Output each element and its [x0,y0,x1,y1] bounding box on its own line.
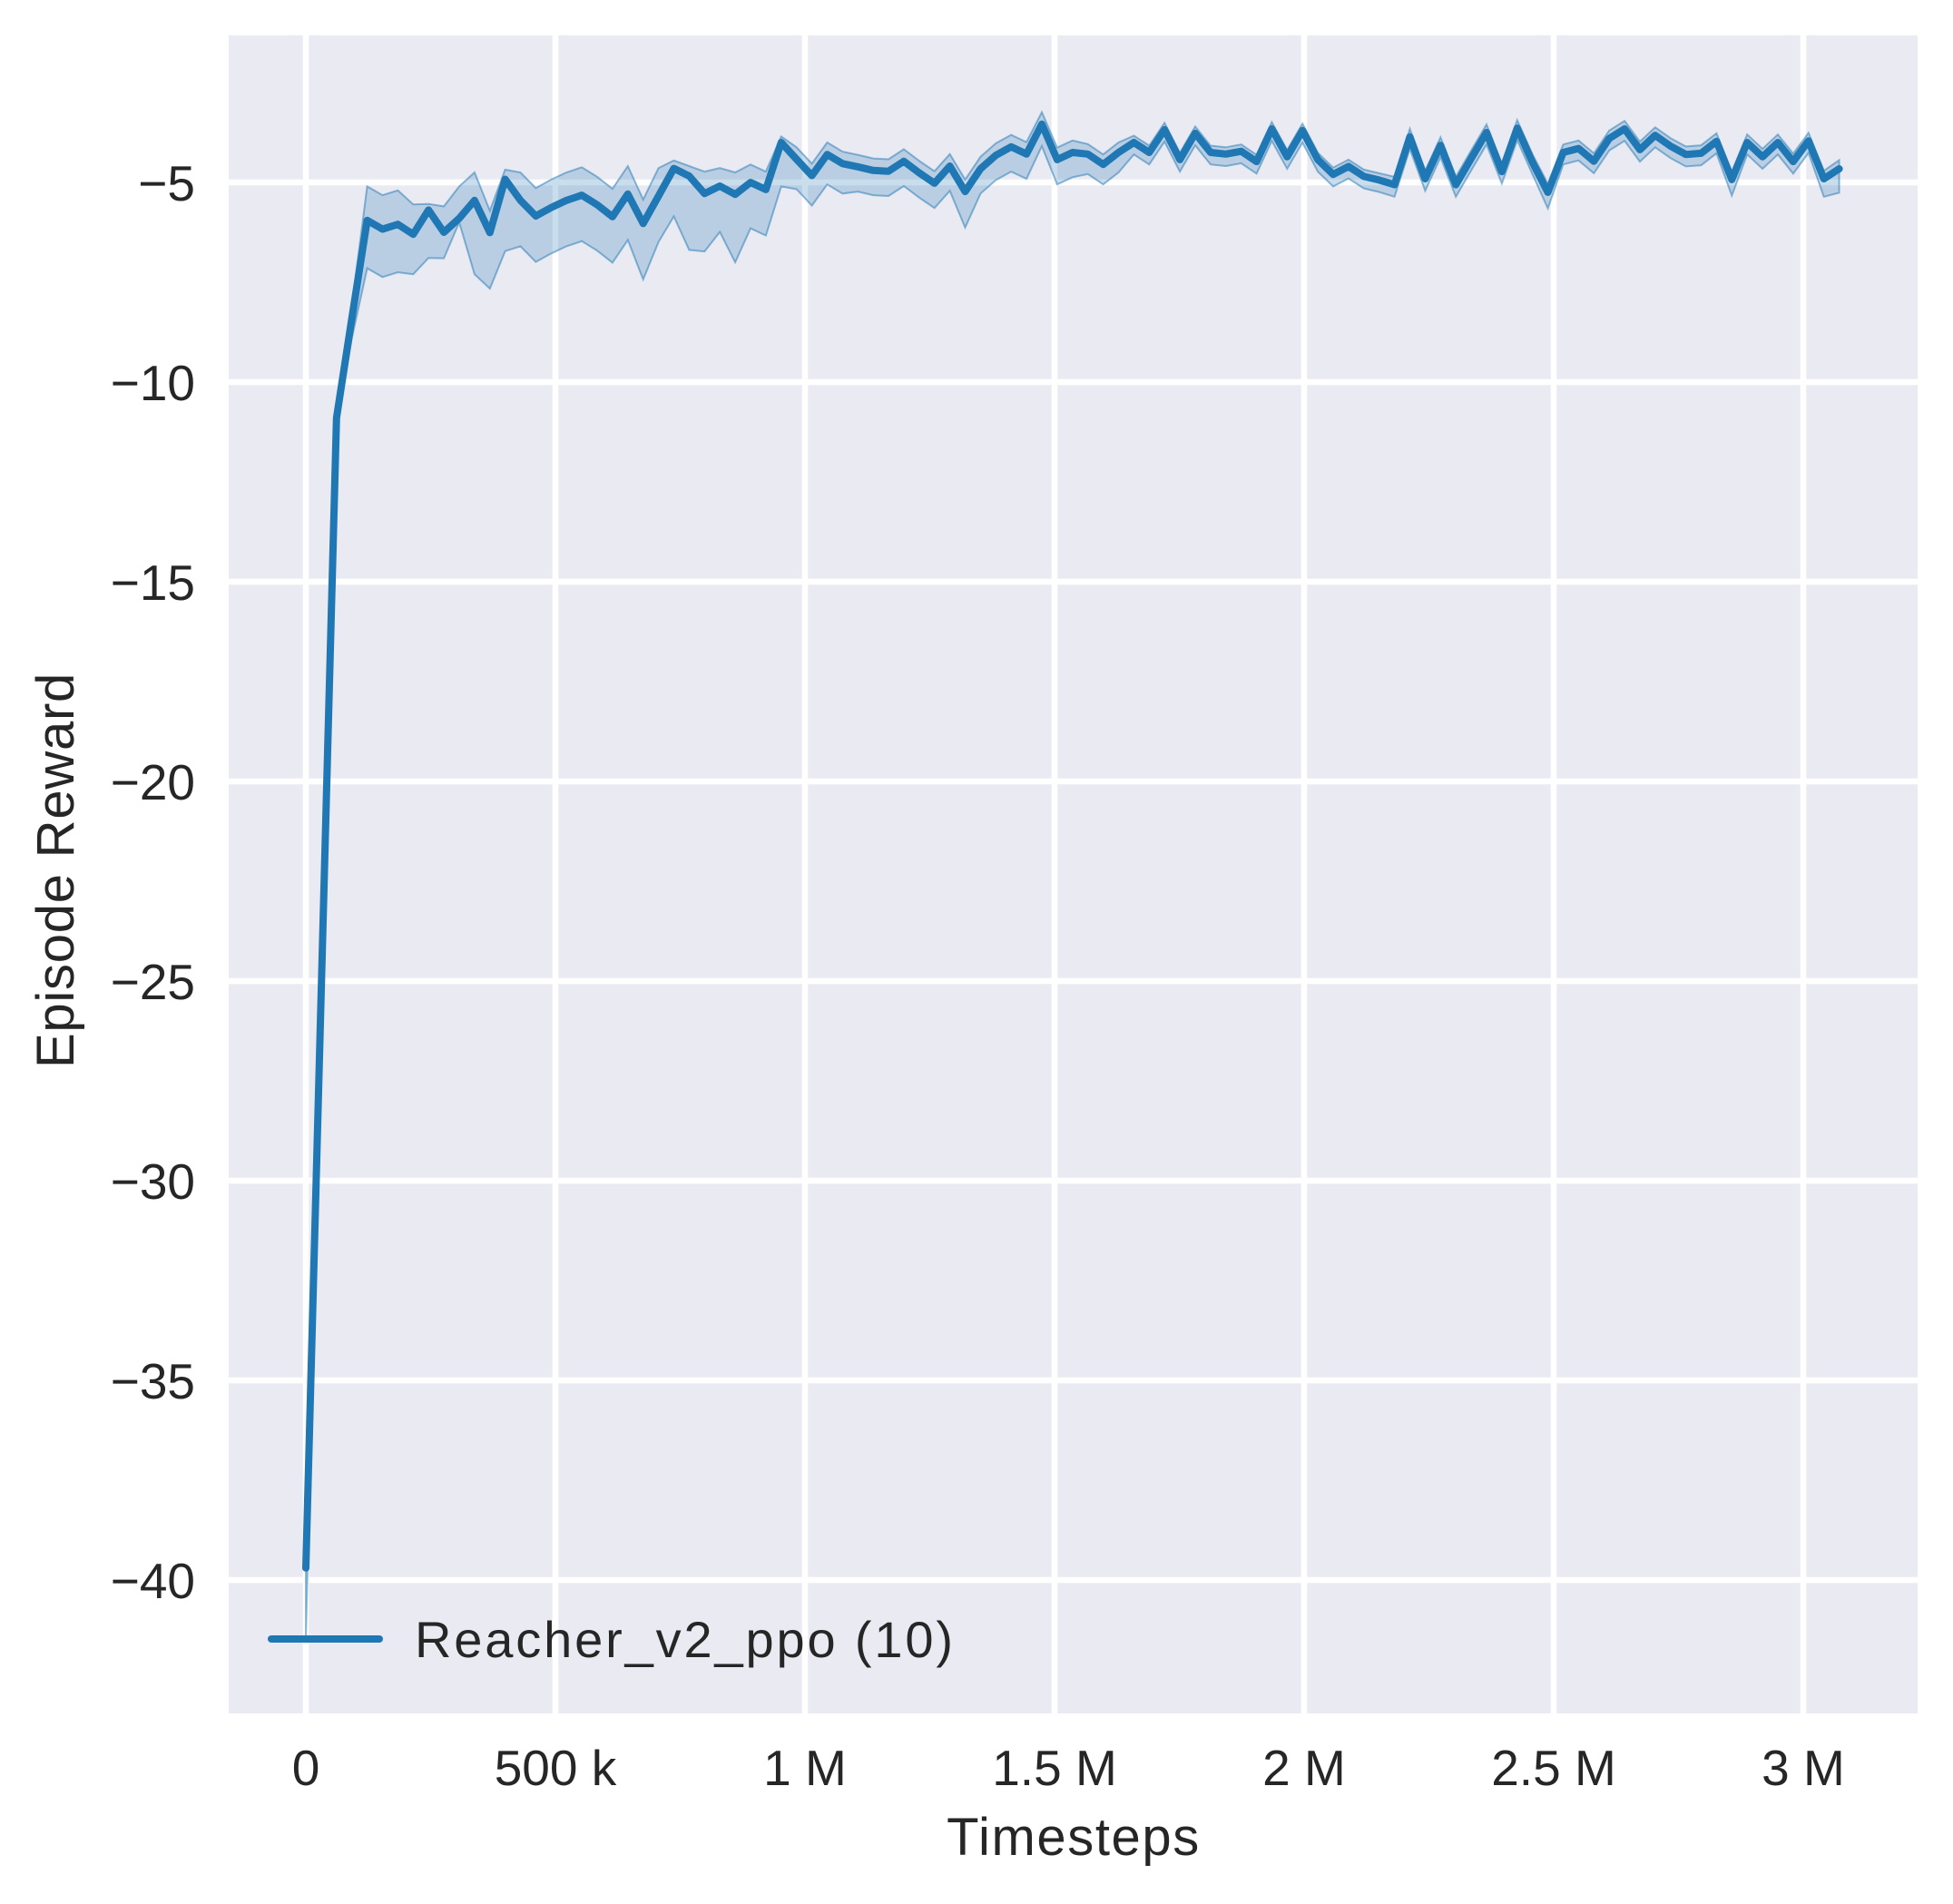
svg-text:Timesteps: Timesteps [947,1808,1201,1867]
svg-text:−30: −30 [111,1153,195,1210]
svg-text:0: 0 [292,1740,320,1796]
svg-text:−20: −20 [111,754,195,810]
svg-text:2 M: 2 M [1262,1740,1346,1796]
svg-text:−35: −35 [111,1353,195,1409]
svg-text:2.5 M: 2.5 M [1491,1740,1616,1796]
svg-text:500 k: 500 k [495,1740,617,1796]
svg-text:3 M: 3 M [1762,1740,1845,1796]
svg-text:Reacher_v2_ppo (10): Reacher_v2_ppo (10) [415,1611,956,1668]
svg-text:1.5 M: 1.5 M [992,1740,1117,1796]
svg-text:1 M: 1 M [763,1740,847,1796]
svg-text:−25: −25 [111,954,195,1010]
svg-text:−15: −15 [111,555,195,611]
svg-text:−5: −5 [138,155,195,211]
svg-text:Episode Reward: Episode Reward [26,672,85,1068]
svg-text:−10: −10 [111,355,195,411]
svg-text:−40: −40 [111,1553,195,1609]
